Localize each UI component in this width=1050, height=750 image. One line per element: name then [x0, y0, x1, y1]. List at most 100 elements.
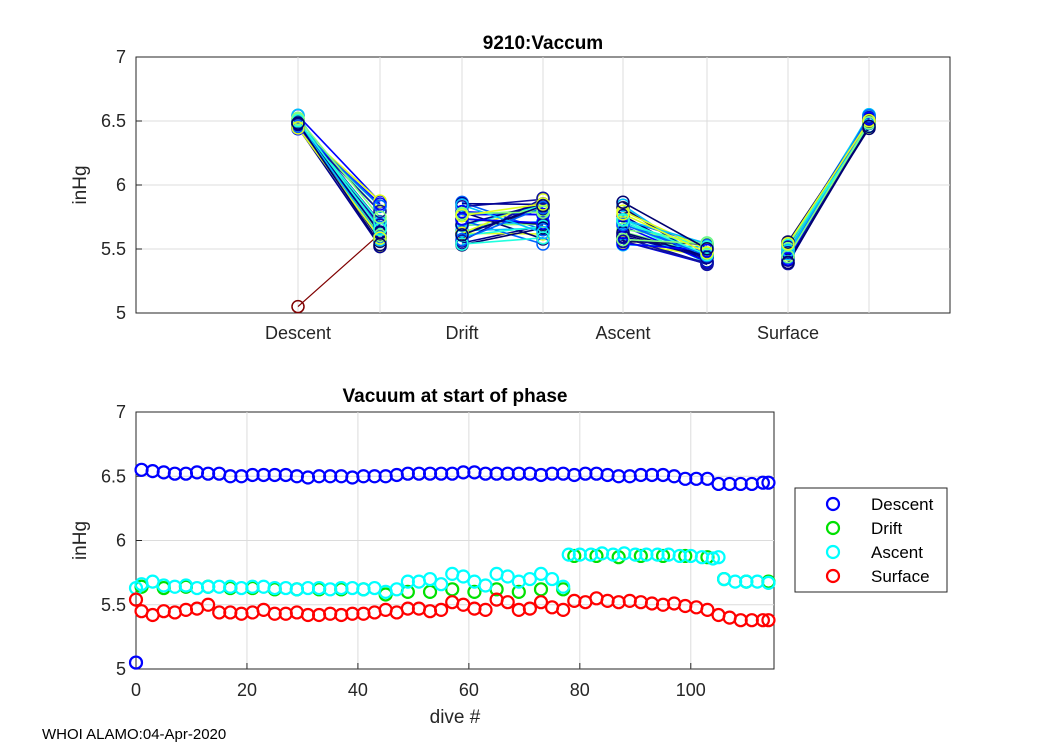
top-phase-marker: [536, 225, 550, 240]
point-surface: [434, 602, 449, 617]
point-drift: [511, 584, 526, 600]
top-phase-marker: [616, 232, 630, 247]
top-phase-marker: [536, 199, 550, 213]
top-xtick-label-drift: Drift: [446, 323, 479, 343]
bottom-xtick-label: 0: [131, 680, 141, 700]
legend-box: [794, 487, 948, 593]
top-phase-lines: [297, 114, 870, 308]
top-phase-marker: [862, 113, 876, 128]
top-phase-line-ascent: [622, 231, 708, 257]
top-xtick-label-surface: Surface: [757, 323, 819, 343]
point-ascent: [533, 566, 549, 582]
point-drift: [567, 548, 582, 564]
point-ascent: [705, 551, 721, 566]
legend-marker: [825, 520, 841, 536]
top-phase-marker: [616, 195, 630, 209]
top-phase-marker: [373, 231, 387, 245]
point-ascent: [556, 579, 571, 594]
legend-marker: [825, 544, 841, 560]
top-ytick-label: 6.5: [101, 111, 126, 131]
bottom-xtick-label: 80: [570, 680, 590, 700]
series-ascent: [128, 546, 776, 600]
top-phase-line-drift: [461, 211, 544, 240]
top-phase-line-descent: [297, 114, 381, 203]
series-surface: [128, 591, 776, 628]
point-ascent: [761, 575, 776, 591]
top-phase-line-drift: [461, 203, 544, 217]
point-descent: [700, 471, 715, 486]
top-phase-marker: [536, 216, 550, 230]
top-phase-line-drift: [461, 204, 544, 227]
bottom-ytick-label: 5.5: [101, 595, 126, 615]
legend-marker: [825, 568, 841, 584]
top-ytick-label: 5.5: [101, 239, 126, 259]
legend-item-descent: Descent: [825, 495, 934, 514]
bottom-xtick-label: 20: [237, 680, 257, 700]
bottom-axes: 5 5.5 6 6.5 7 0 20 40 60 80 100 Vacuum at start of …: [70, 386, 776, 728]
point-drift: [467, 584, 482, 600]
bottom-y-axis-label: inHg: [70, 521, 91, 560]
bottom-xtick-label: 40: [348, 680, 368, 700]
point-surface: [500, 595, 515, 610]
point-drift: [655, 548, 671, 564]
point-ascent: [500, 569, 515, 584]
top-phase-line-ascent: [622, 218, 708, 245]
top-outlier-line: [297, 233, 381, 308]
top-phase-marker: [536, 191, 550, 205]
top-phase-marker: [373, 204, 387, 219]
bottom-x-axis-label: dive #: [430, 707, 481, 728]
point-surface: [755, 613, 771, 628]
point-ascent: [389, 582, 404, 597]
top-phase-marker: [455, 212, 469, 226]
top-phase-marker: [455, 228, 469, 242]
footer-stamp: WHOI ALAMO:04-Apr-2020: [42, 726, 227, 743]
point-ascent: [434, 577, 449, 592]
bottom-ytick-label: 6: [116, 531, 126, 551]
bottom-xtick-label: 60: [459, 680, 479, 700]
top-phase-line-ascent: [622, 213, 708, 254]
point-drift: [633, 548, 648, 564]
top-phase-marker: [616, 217, 630, 232]
bottom-ytick-label: 7: [116, 402, 126, 422]
point-ascent: [478, 578, 493, 593]
point-surface: [700, 602, 715, 617]
top-phase-marker: [455, 217, 469, 232]
top-phase-marker: [536, 205, 550, 219]
top-phase-line-drift: [461, 205, 544, 236]
series-descent: [128, 462, 776, 670]
legend-item-surface: Surface: [825, 567, 930, 586]
top-phase-marker: [455, 237, 469, 251]
legend-label: Ascent: [871, 543, 923, 562]
top-phase-marker: [373, 210, 387, 224]
top-phase-marker: [616, 237, 630, 251]
top-phase-markers: [291, 107, 876, 314]
top-phase-marker: [455, 232, 469, 247]
top-phase-line-drift: [461, 198, 544, 208]
top-phase-marker: [373, 215, 387, 229]
top-chart-title: 9210:Vaccum: [483, 33, 603, 54]
point-surface: [478, 602, 493, 617]
bottom-chart-title: Vacuum at start of phase: [343, 386, 568, 407]
top-phase-line-descent: [297, 120, 381, 230]
top-ytick-label: 7: [116, 47, 126, 67]
top-phase-marker: [373, 237, 387, 252]
top-phase-line-descent: [297, 117, 381, 218]
top-phase-marker: [536, 231, 550, 245]
top-phase-marker: [781, 255, 795, 270]
top-phase-marker: [781, 237, 795, 251]
top-phase-marker: [700, 236, 714, 251]
legend-marker: [825, 496, 841, 512]
top-phase-line-drift: [461, 204, 544, 234]
point-ascent: [544, 571, 560, 587]
top-xtick-label-ascent: Ascent: [595, 323, 650, 343]
top-xtick-label-descent: Descent: [265, 323, 331, 343]
point-ascent: [456, 569, 471, 584]
top-phase-marker: [862, 109, 876, 123]
top-ytick-label: 5: [116, 303, 126, 323]
point-ascent: [522, 571, 537, 587]
point-ascent: [422, 571, 438, 587]
top-phase-marker: [862, 119, 876, 134]
legend-label: Descent: [871, 495, 934, 514]
top-ytick-label: 6: [116, 175, 126, 195]
bottom-ytick-label: 5: [116, 659, 126, 679]
